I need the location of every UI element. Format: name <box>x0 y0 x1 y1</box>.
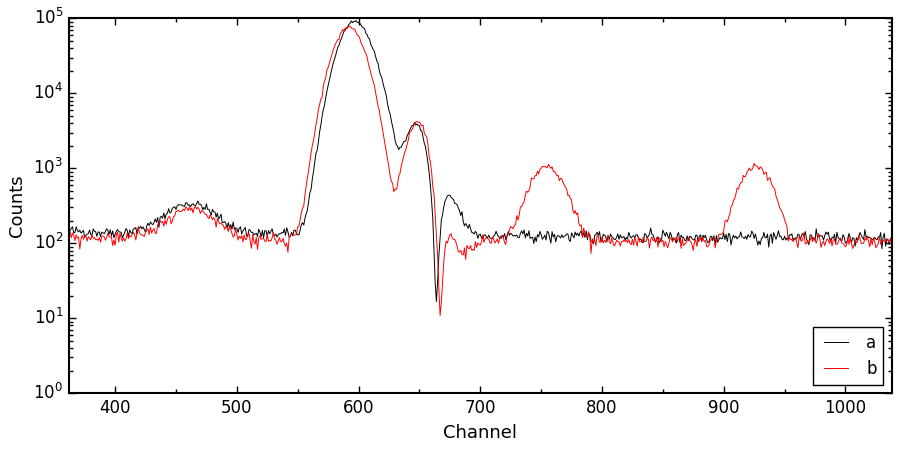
Line: b: b <box>69 26 892 315</box>
a <box>351 18 362 23</box>
b <box>148 228 158 233</box>
b <box>886 240 897 245</box>
a <box>851 235 862 240</box>
a <box>224 226 235 231</box>
b <box>869 238 880 244</box>
b <box>146 230 157 236</box>
Legend: a, b: a, b <box>813 327 883 385</box>
Line: a: a <box>69 21 892 302</box>
a <box>869 235 880 240</box>
a <box>146 221 157 226</box>
b <box>652 234 662 240</box>
b <box>64 236 75 241</box>
a <box>652 236 662 241</box>
Y-axis label: Counts: Counts <box>8 175 26 237</box>
a <box>148 222 158 227</box>
a <box>64 225 75 231</box>
a <box>431 299 442 304</box>
b <box>345 23 356 29</box>
b <box>224 223 235 229</box>
a <box>886 238 897 243</box>
b <box>851 240 862 246</box>
b <box>435 313 446 318</box>
X-axis label: Channel: Channel <box>444 423 518 441</box>
